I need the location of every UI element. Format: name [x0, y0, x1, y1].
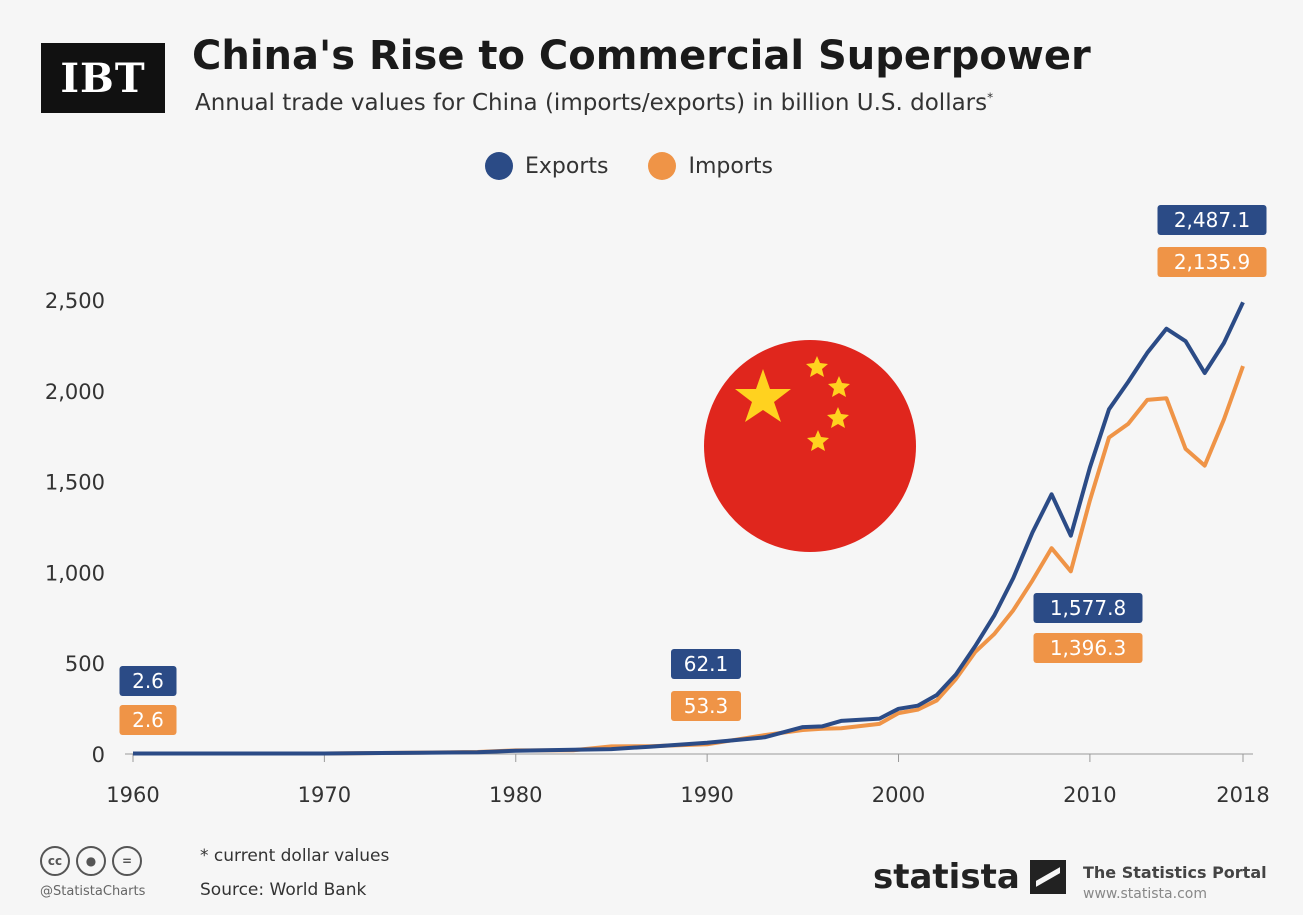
y-tick-label: 2,500 [45, 289, 105, 313]
data-label-text: 1,396.3 [1050, 636, 1126, 660]
data-label-box [1157, 205, 1267, 235]
license-icons: cc ● = [40, 846, 142, 876]
ibt-logo: IBT [41, 43, 165, 113]
data-label-text: 62.1 [684, 652, 729, 676]
flag-small-star-3 [827, 407, 849, 428]
subtitle-text: Annual trade values for China (imports/e… [195, 90, 988, 116]
y-tick-label: 0 [92, 743, 105, 767]
data-label-exports-2010: 1,577.8 [1033, 593, 1143, 623]
data-label-box [1033, 633, 1143, 663]
chart-title: China's Rise to Commercial Superpower [192, 33, 1091, 79]
data-label-imports-2018: 2,135.9 [1157, 247, 1267, 277]
data-label-box [119, 705, 177, 735]
x-tick-label: 1990 [680, 783, 733, 807]
flag-big-star [735, 369, 791, 422]
china-flag-icon [704, 340, 916, 552]
flag-small-star-2 [828, 376, 850, 397]
y-tick-label: 500 [65, 652, 105, 676]
data-label-text: 2.6 [132, 669, 164, 693]
legend-item-exports: Exports [485, 152, 608, 180]
y-tick-label: 1,500 [45, 471, 105, 495]
data-label-imports-2010: 1,396.3 [1033, 633, 1143, 663]
statista-logo: statista [873, 857, 1066, 897]
cc-icon: cc [40, 846, 70, 876]
data-label-text: 2.6 [132, 708, 164, 732]
x-tick-label: 2018 [1216, 783, 1269, 807]
data-label-exports-1990: 62.1 [671, 649, 741, 679]
flag-small-star-4 [807, 430, 829, 451]
data-label-box [1033, 593, 1143, 623]
footnote: * current dollar values [200, 846, 390, 866]
by-icon: ● [76, 846, 106, 876]
legend-label-exports: Exports [525, 153, 609, 179]
statista-mark-icon [1029, 860, 1066, 894]
x-tick-label: 1980 [489, 783, 542, 807]
flag-circle [704, 340, 916, 552]
flag-small-star-1 [806, 356, 828, 377]
y-tick-label: 2,000 [45, 380, 105, 404]
data-label-exports-1960: 2.6 [119, 666, 177, 696]
portal-url: www.statista.com [1083, 886, 1207, 902]
legend-item-imports: Imports [648, 152, 773, 180]
y-tick-label: 1,000 [45, 561, 105, 585]
statista-handle: @StatistaCharts [40, 884, 146, 899]
data-label-exports-2018: 2,487.1 [1157, 205, 1267, 235]
data-label-text: 2,135.9 [1174, 250, 1250, 274]
data-label-text: 2,487.1 [1174, 208, 1250, 232]
data-label-box [119, 666, 177, 696]
legend-dot-imports [648, 152, 677, 180]
data-label-text: 1,577.8 [1050, 596, 1126, 620]
statista-wordmark: statista [873, 857, 1020, 897]
chart-legend: Exports Imports [485, 146, 773, 186]
data-label-imports-1990: 53.3 [671, 691, 741, 721]
x-tick-label: 1970 [298, 783, 351, 807]
chart-subtitle: Annual trade values for China (imports/e… [195, 90, 993, 116]
x-tick-label: 2010 [1063, 783, 1116, 807]
series-line-exports [133, 301, 1245, 756]
legend-label-imports: Imports [688, 153, 773, 179]
data-label-box [671, 691, 741, 721]
x-tick-label: 2000 [872, 783, 925, 807]
nd-icon: = [112, 846, 142, 876]
data-label-text: 53.3 [684, 694, 729, 718]
source-note: Source: World Bank [200, 880, 367, 900]
portal-title: The Statistics Portal [1083, 863, 1267, 882]
data-label-box [671, 649, 741, 679]
legend-dot-exports [485, 152, 513, 180]
x-tick-label: 1960 [106, 783, 159, 807]
subtitle-footnote-mark: * [987, 90, 994, 105]
data-label-box [1157, 247, 1267, 277]
data-label-imports-1960: 2.6 [119, 705, 177, 735]
